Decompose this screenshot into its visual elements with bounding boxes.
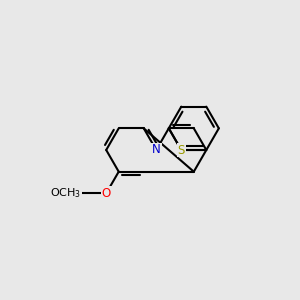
Text: OCH$_3$: OCH$_3$ <box>50 186 81 200</box>
Text: S: S <box>178 143 185 157</box>
Text: N: N <box>152 143 161 157</box>
Text: O: O <box>102 187 111 200</box>
